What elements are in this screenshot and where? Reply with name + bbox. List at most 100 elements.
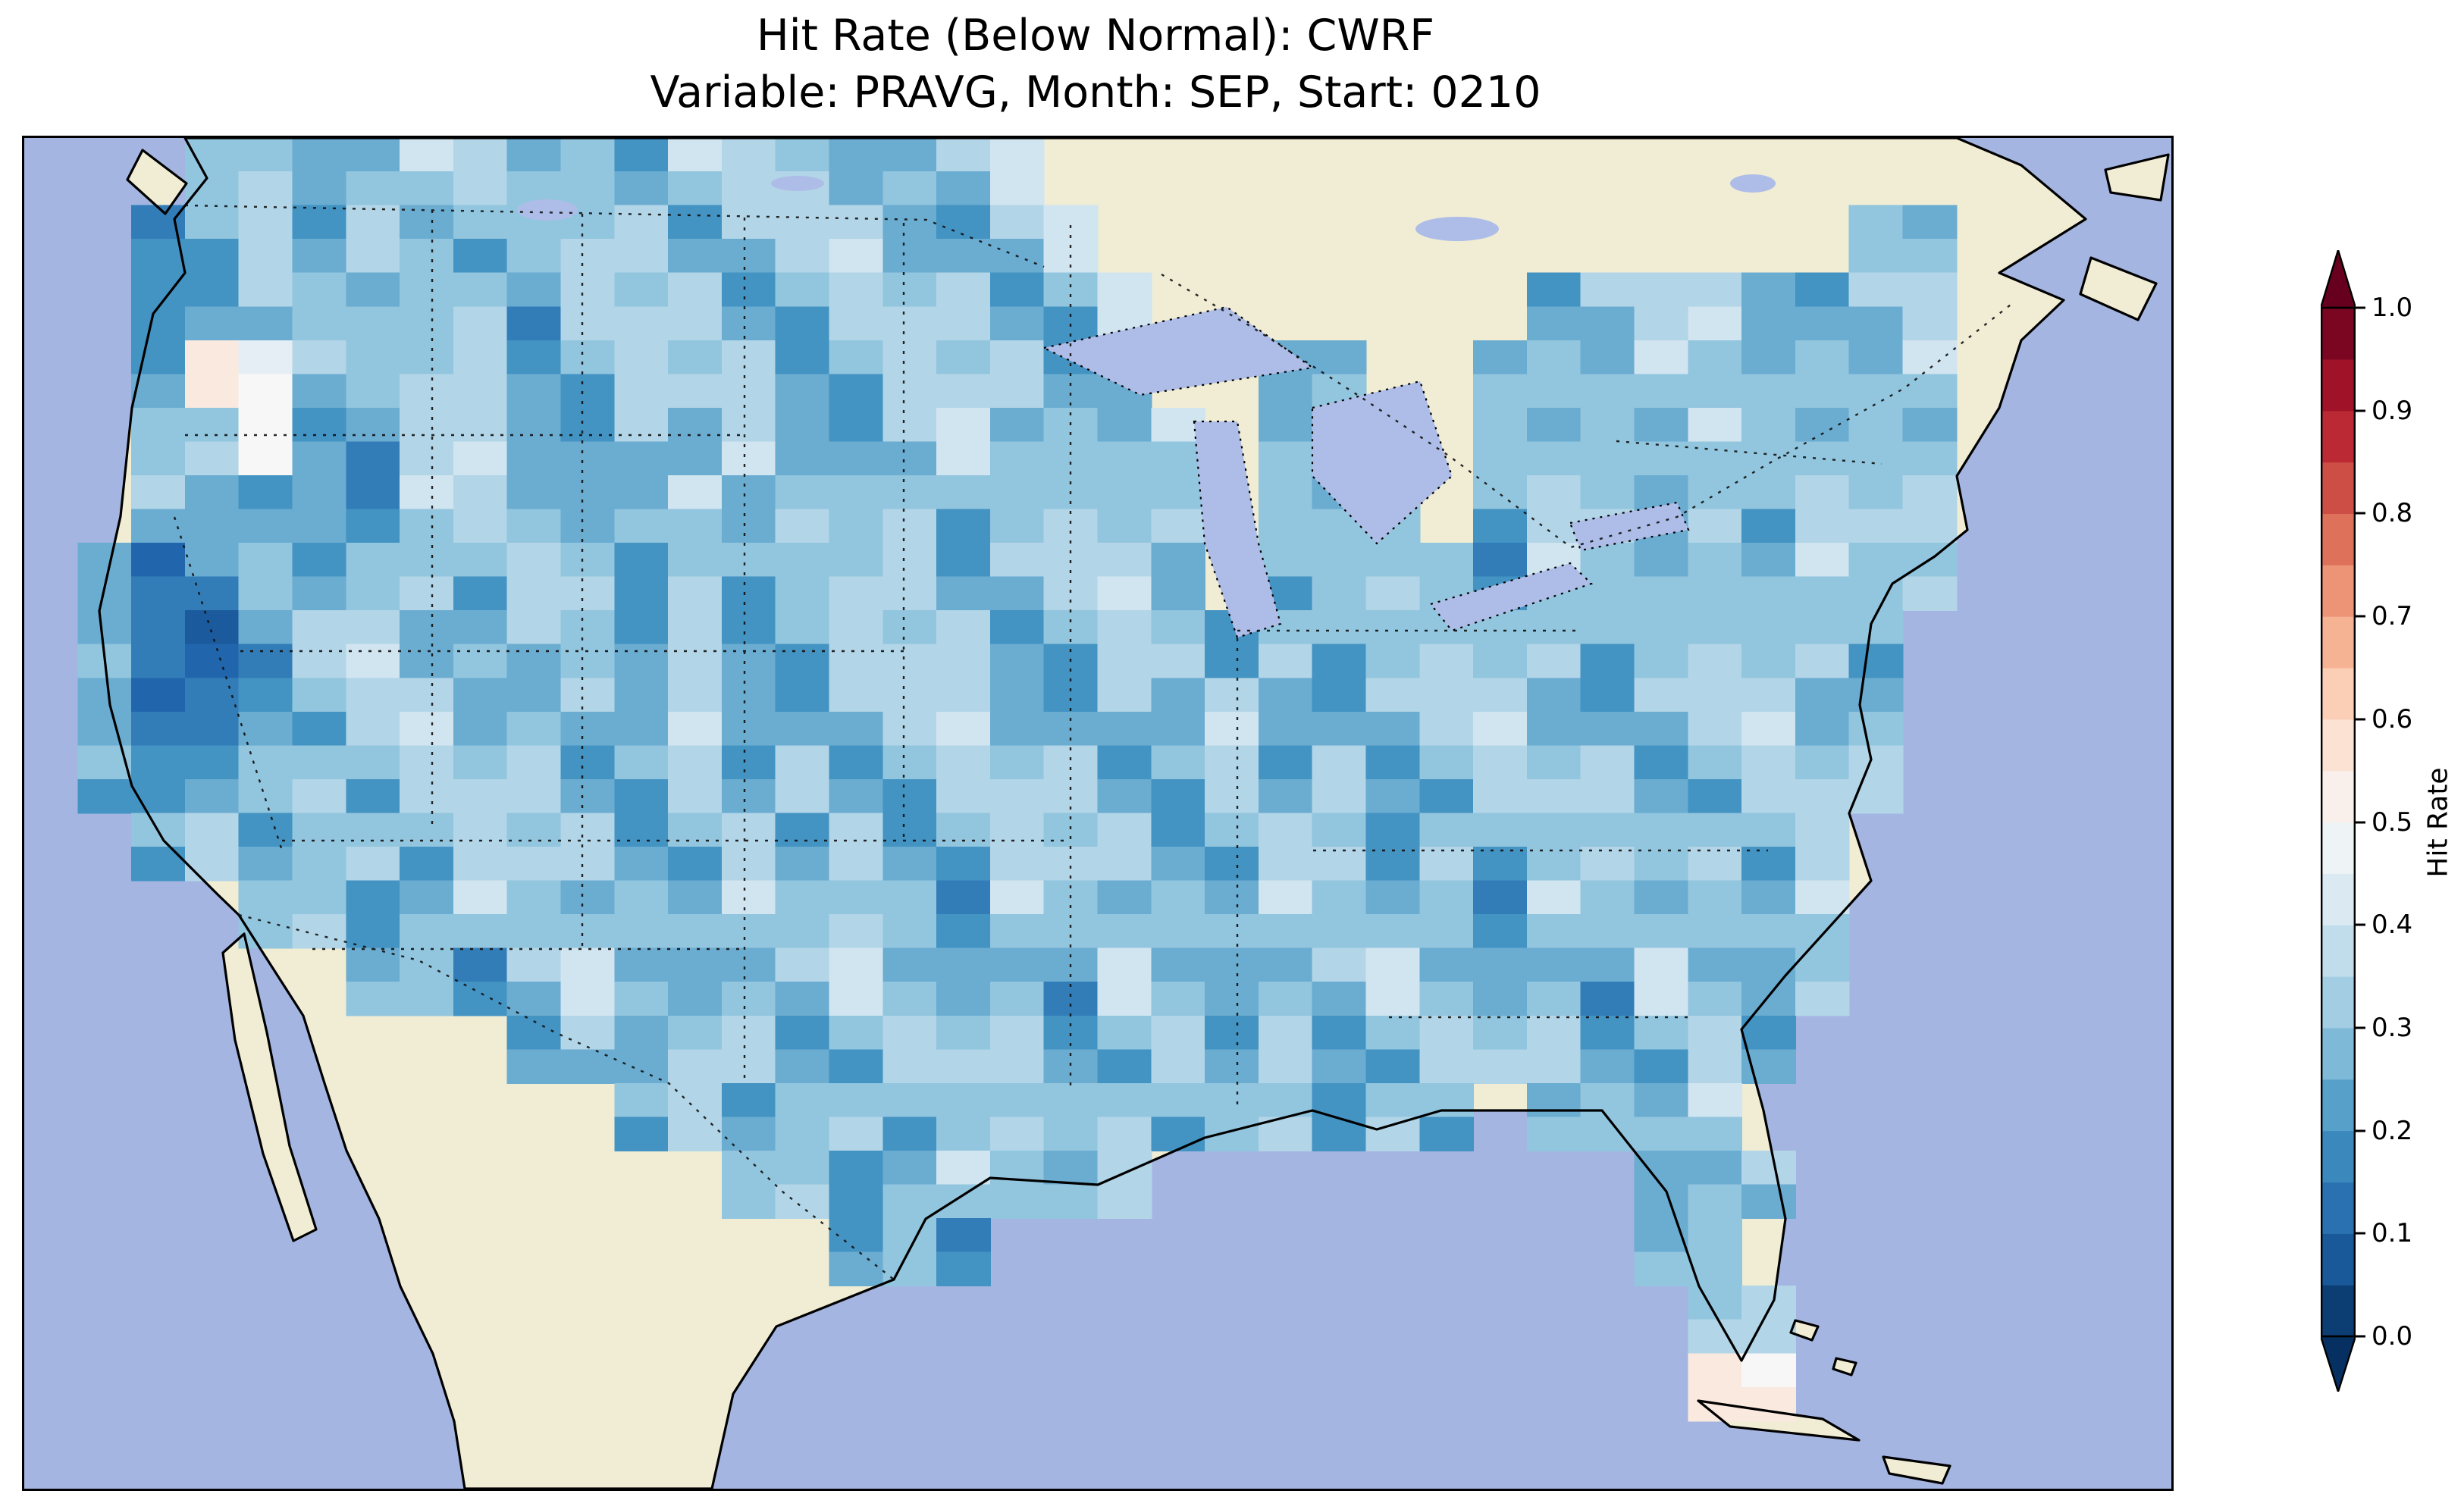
heatmap-cell — [1017, 1184, 1045, 1219]
heatmap-cell — [614, 138, 642, 172]
heatmap-cell — [802, 138, 830, 172]
heatmap-cell — [131, 509, 159, 544]
heatmap-cell — [506, 340, 535, 375]
heatmap-cell — [1043, 1184, 1072, 1219]
heatmap-cell — [400, 509, 428, 544]
heatmap-cell — [587, 272, 616, 308]
heatmap-cell — [694, 1082, 723, 1118]
heatmap-cell — [668, 678, 696, 713]
colorbar-tick-label: 0.1 — [2372, 1218, 2413, 1249]
heatmap-cell — [909, 880, 938, 916]
heatmap-cell — [1553, 982, 1582, 1016]
heatmap-cell — [1258, 407, 1287, 443]
heatmap-cell — [694, 1049, 723, 1084]
heatmap-cell — [668, 847, 696, 882]
heatmap-cell — [1392, 576, 1421, 612]
heatmap-cell — [1151, 914, 1179, 949]
colorbar-tick-mark — [2356, 1129, 2365, 1132]
heatmap-cell — [1473, 711, 1501, 747]
heatmap-cell — [587, 441, 616, 476]
heatmap-cell — [1768, 1319, 1796, 1355]
heatmap-cell — [212, 711, 240, 747]
heatmap-cell — [131, 543, 159, 578]
heatmap-cell — [1768, 1386, 1796, 1422]
heatmap-cell — [641, 1117, 669, 1151]
heatmap-cell — [802, 407, 830, 443]
heatmap-cell — [668, 610, 696, 645]
heatmap-cell — [1876, 441, 1904, 476]
heatmap-cell — [1580, 745, 1609, 780]
heatmap-cell — [1741, 947, 1770, 983]
heatmap-cell — [936, 1151, 964, 1185]
heatmap-cell — [1043, 813, 1072, 847]
heatmap-cell — [829, 947, 857, 983]
heatmap-cell — [77, 543, 105, 578]
heatmap-cell — [1795, 778, 1823, 814]
heatmap-cell — [1688, 1117, 1716, 1151]
heatmap-cell — [936, 239, 964, 274]
heatmap-cell — [587, 610, 616, 645]
heatmap-cell — [1097, 475, 1125, 510]
heatmap-cell — [1714, 1286, 1743, 1320]
heatmap-cell — [855, 947, 884, 983]
heatmap-cell — [158, 711, 186, 747]
heatmap-cell — [1446, 1117, 1475, 1151]
heatmap-cell — [480, 576, 508, 612]
heatmap-cell — [855, 475, 884, 510]
heatmap-cell — [238, 543, 267, 578]
heatmap-cell — [1473, 982, 1501, 1016]
heatmap-cell — [1795, 982, 1823, 1016]
heatmap-cell — [1768, 441, 1796, 476]
heatmap-cell — [480, 914, 508, 949]
heatmap-cell — [614, 543, 642, 578]
heatmap-cell — [829, 711, 857, 747]
heatmap-cell — [265, 374, 293, 409]
heatmap-cell — [802, 475, 830, 510]
heatmap-cell — [882, 205, 911, 240]
heatmap-cell — [694, 1117, 723, 1151]
heatmap-cell — [882, 239, 911, 274]
heatmap-cell — [426, 239, 454, 274]
heatmap-cell — [775, 272, 804, 308]
heatmap-cell — [1902, 475, 1930, 510]
heatmap-cell — [1902, 205, 1930, 240]
heatmap-cell — [1607, 1015, 1635, 1051]
heatmap-cell — [614, 947, 642, 983]
heatmap-cell — [909, 272, 938, 308]
heatmap-cell — [614, 306, 642, 341]
heatmap-cell — [1714, 272, 1743, 308]
heatmap-cell — [1177, 813, 1206, 847]
heatmap-cell — [560, 644, 588, 679]
heatmap-cell — [1097, 947, 1125, 983]
heatmap-cell — [400, 745, 428, 780]
heatmap-cell — [1607, 1049, 1635, 1084]
heatmap-cell — [1688, 778, 1716, 814]
canada-lake — [1415, 217, 1499, 241]
heatmap-cell — [1688, 340, 1716, 375]
heatmap-cell — [1419, 914, 1447, 949]
heatmap-cell — [1660, 947, 1689, 983]
heatmap-cell — [158, 610, 186, 645]
heatmap-cell — [480, 711, 508, 747]
heatmap-cell — [560, 272, 588, 308]
heatmap-cell — [560, 306, 588, 341]
heatmap-cell — [1017, 272, 1045, 308]
heatmap-cell — [1071, 982, 1099, 1016]
heatmap-cell — [748, 1117, 776, 1151]
heatmap-cell — [506, 1015, 535, 1051]
colorbar-tick-label: 0.4 — [2372, 910, 2413, 941]
heatmap-cell — [936, 171, 964, 206]
heatmap-cell — [1902, 340, 1930, 375]
colorbar-axis-label: Hit Rate — [2422, 767, 2454, 878]
heatmap-cell — [265, 272, 293, 308]
heatmap-cell — [238, 475, 267, 510]
heatmap-cell — [936, 982, 964, 1016]
heatmap-cell — [77, 778, 105, 814]
heatmap-cell — [1071, 407, 1099, 443]
heatmap-cell — [748, 745, 776, 780]
heatmap-cell — [1526, 914, 1555, 949]
heatmap-cell — [1526, 644, 1555, 679]
heatmap-cell — [158, 778, 186, 814]
heatmap-cell — [158, 475, 186, 510]
heatmap-cell — [453, 745, 481, 780]
